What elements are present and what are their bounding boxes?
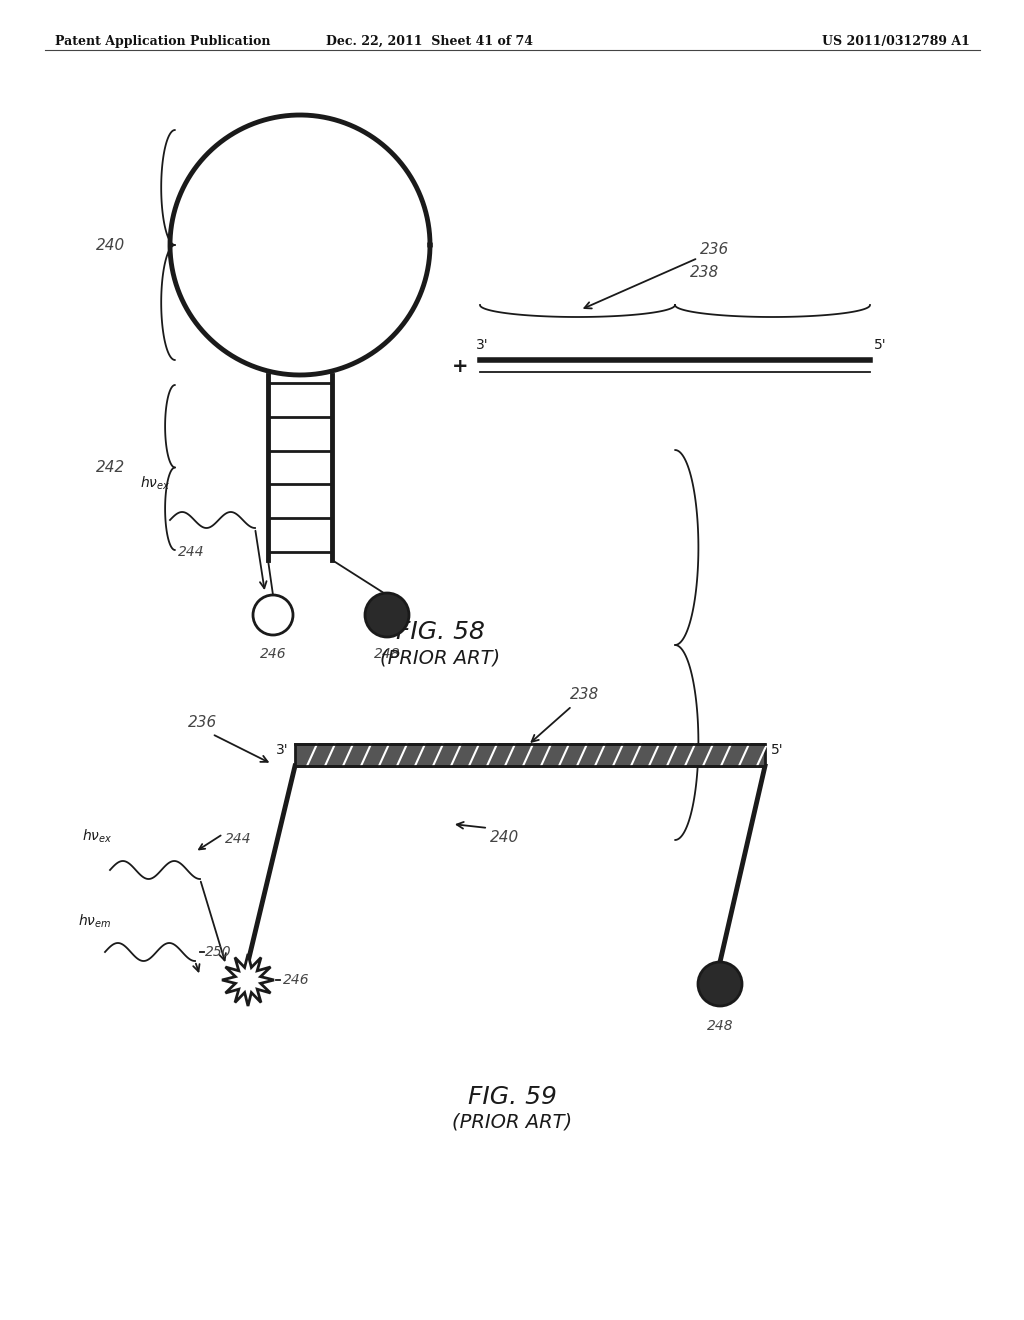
Text: 240: 240 xyxy=(490,830,519,845)
Text: 3': 3' xyxy=(476,338,488,352)
Text: 244: 244 xyxy=(225,832,252,846)
Bar xyxy=(295,744,765,766)
Text: +: + xyxy=(452,356,468,375)
Text: 250: 250 xyxy=(205,945,231,960)
Text: $h\nu_{ex}$: $h\nu_{ex}$ xyxy=(82,828,113,845)
Circle shape xyxy=(365,593,409,638)
Polygon shape xyxy=(222,954,274,1006)
Text: 236: 236 xyxy=(700,243,729,257)
Text: $h\nu_{ex}$: $h\nu_{ex}$ xyxy=(140,475,170,492)
Text: 5': 5' xyxy=(874,338,887,352)
Text: FIG. 58: FIG. 58 xyxy=(395,620,484,644)
Text: FIG. 59: FIG. 59 xyxy=(468,1085,556,1109)
Text: 3': 3' xyxy=(276,743,289,756)
Text: 236: 236 xyxy=(188,715,217,730)
Text: US 2011/0312789 A1: US 2011/0312789 A1 xyxy=(822,36,970,48)
Text: Dec. 22, 2011  Sheet 41 of 74: Dec. 22, 2011 Sheet 41 of 74 xyxy=(327,36,534,48)
Text: $h\nu_{em}$: $h\nu_{em}$ xyxy=(78,912,112,931)
Text: Patent Application Publication: Patent Application Publication xyxy=(55,36,270,48)
Text: 248: 248 xyxy=(707,1019,733,1034)
Circle shape xyxy=(698,962,742,1006)
Text: 248: 248 xyxy=(374,647,400,661)
Text: (PRIOR ART): (PRIOR ART) xyxy=(380,648,500,667)
Text: 240: 240 xyxy=(96,238,125,252)
Text: 244: 244 xyxy=(178,545,205,558)
Text: 238: 238 xyxy=(690,265,720,280)
Text: (PRIOR ART): (PRIOR ART) xyxy=(452,1113,572,1133)
Text: 246: 246 xyxy=(260,647,287,661)
Text: 242: 242 xyxy=(96,459,125,475)
Text: 246: 246 xyxy=(283,973,309,987)
Circle shape xyxy=(253,595,293,635)
Text: 5': 5' xyxy=(771,743,783,756)
Text: 238: 238 xyxy=(570,686,599,702)
